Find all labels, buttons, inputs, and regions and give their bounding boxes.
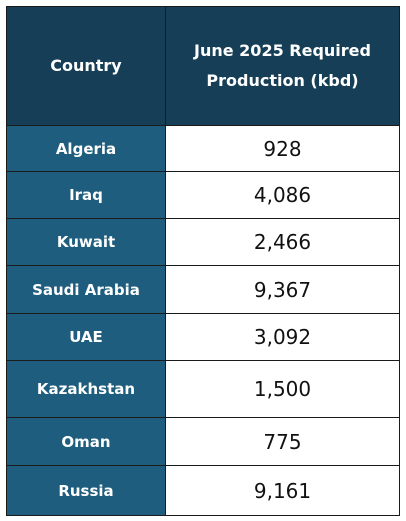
country-cell: Oman bbox=[6, 417, 166, 466]
value-cell: 775 bbox=[165, 417, 400, 466]
table-row: Algeria 928 bbox=[6, 125, 400, 172]
value-cell: 4,086 bbox=[165, 171, 400, 219]
table-body: Algeria 928 Iraq 4,086 Kuwait 2,466 Saudi Arab… bbox=[6, 125, 400, 516]
country-cell: Saudi Arabia bbox=[6, 265, 166, 314]
value-cell: 9,367 bbox=[165, 265, 400, 314]
table-row: UAE 3,092 bbox=[6, 313, 400, 361]
country-cell: Iraq bbox=[6, 171, 166, 219]
value-cell: 9,161 bbox=[165, 465, 400, 516]
value-cell: 1,500 bbox=[165, 360, 400, 418]
table-header: Country June 2025 Required Production (k… bbox=[6, 6, 400, 126]
table-row: Oman 775 bbox=[6, 417, 400, 466]
country-cell: Russia bbox=[6, 465, 166, 516]
country-cell: Kazakhstan bbox=[6, 360, 166, 418]
production-table: Country June 2025 Required Production (k… bbox=[6, 6, 400, 516]
table-row: Iraq 4,086 bbox=[6, 171, 400, 219]
value-cell: 3,092 bbox=[165, 313, 400, 361]
header-cell: Country bbox=[6, 6, 166, 126]
value-cell: 928 bbox=[165, 125, 400, 172]
table-row: Russia 9,161 bbox=[6, 465, 400, 516]
header-cell: June 2025 Required Production (kbd) bbox=[165, 6, 400, 126]
value-cell: 2,466 bbox=[165, 218, 400, 266]
country-cell: Kuwait bbox=[6, 218, 166, 266]
header-row: Country June 2025 Required Production (k… bbox=[6, 6, 400, 126]
table-row: Saudi Arabia 9,367 bbox=[6, 265, 400, 314]
country-cell: UAE bbox=[6, 313, 166, 361]
table-row: Kazakhstan 1,500 bbox=[6, 360, 400, 418]
table-row: Kuwait 2,466 bbox=[6, 218, 400, 266]
country-cell: Algeria bbox=[6, 125, 166, 172]
